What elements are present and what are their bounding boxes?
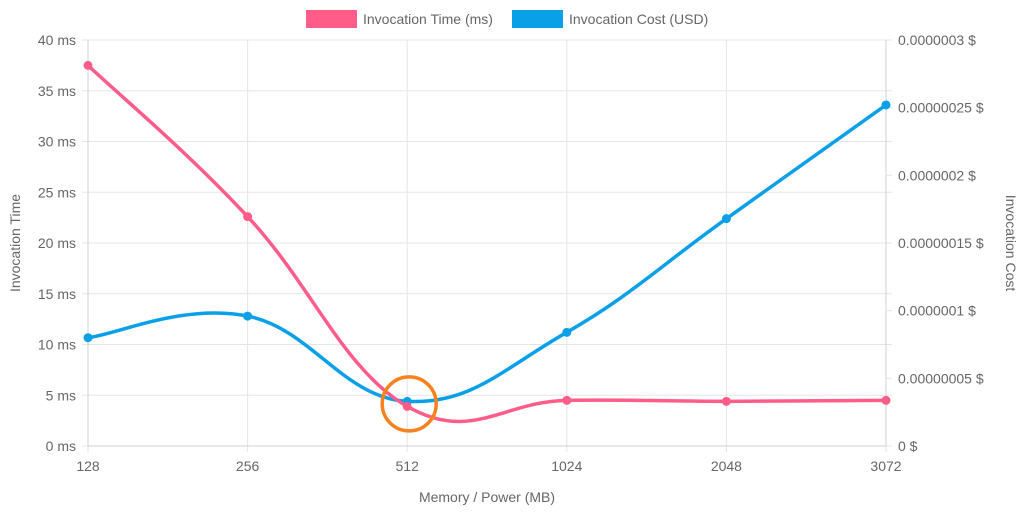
y-left-tick-label: 35 ms — [38, 83, 76, 99]
legend[interactable]: Invocation Time (ms) Invocation Cost (USD… — [306, 10, 708, 28]
y-axis-left-title: Invocation Time — [7, 194, 23, 292]
legend-item-invocation-time[interactable]: Invocation Time (ms) — [306, 10, 493, 28]
highlight — [380, 375, 438, 433]
y-right-tick-label: 0.0000002 $ — [898, 167, 976, 183]
y-left-tick-label: 25 ms — [38, 184, 76, 200]
y-right-tick-label: 0 $ — [898, 438, 918, 454]
y-left-tick-label: 20 ms — [38, 235, 76, 251]
y-left-tick-label: 15 ms — [38, 286, 76, 302]
legend-label: Invocation Time (ms) — [363, 11, 493, 27]
x-tick-label: 128 — [76, 458, 100, 474]
invocation-time-point — [83, 60, 93, 70]
grid — [82, 39, 892, 452]
invocation-time-line — [86, 63, 888, 424]
invocation-time-point — [881, 395, 891, 405]
y-left-tick-label: 30 ms — [38, 134, 76, 150]
invocation-time-point — [721, 396, 731, 406]
invocation-cost-point — [83, 333, 93, 343]
y-right-tick-label: 0.00000005 $ — [898, 370, 984, 386]
invocation-cost-point — [562, 327, 572, 337]
invocation-time-point — [562, 395, 572, 405]
y-left-tick-label: 10 ms — [38, 337, 76, 353]
legend-swatch — [512, 10, 563, 28]
legend-label: Invocation Cost (USD) — [569, 11, 708, 27]
x-tick-label: 3072 — [870, 458, 901, 474]
y-right-tick-label: 0.00000025 $ — [898, 100, 984, 116]
invocation-cost-point — [881, 100, 891, 110]
x-tick-label: 1024 — [551, 458, 582, 474]
series — [83, 60, 891, 424]
y-right-tick-label: 0.0000001 $ — [898, 303, 976, 319]
y-left-tick-label: 5 ms — [46, 387, 76, 403]
y-axis-right-title: Invocation Cost — [1003, 195, 1019, 292]
x-tick-label: 256 — [236, 458, 260, 474]
x-tick-label: 512 — [396, 458, 420, 474]
invocation-cost-point — [243, 311, 253, 321]
highlight-circle — [380, 375, 438, 433]
invocation-time-point — [243, 212, 253, 222]
invocation-time-point — [402, 401, 412, 411]
legend-item-invocation-cost[interactable]: Invocation Cost (USD) — [512, 10, 708, 28]
y-left-tick-label: 0 ms — [46, 438, 76, 454]
invocation-cost-point — [721, 214, 731, 224]
y-left-tick-label: 40 ms — [38, 32, 76, 48]
y-right-tick-label: 0.00000015 $ — [898, 235, 984, 251]
legend-swatch — [306, 10, 357, 28]
invocation-cost-line — [86, 103, 888, 404]
y-right-tick-label: 0.0000003 $ — [898, 32, 976, 48]
x-axis-title: Memory / Power (MB) — [419, 489, 555, 505]
x-tick-label: 2048 — [711, 458, 742, 474]
axes: 0 ms 5 ms 10 ms 15 ms 20 ms 25 ms 30 ms 35 ms 40… — [38, 32, 984, 474]
